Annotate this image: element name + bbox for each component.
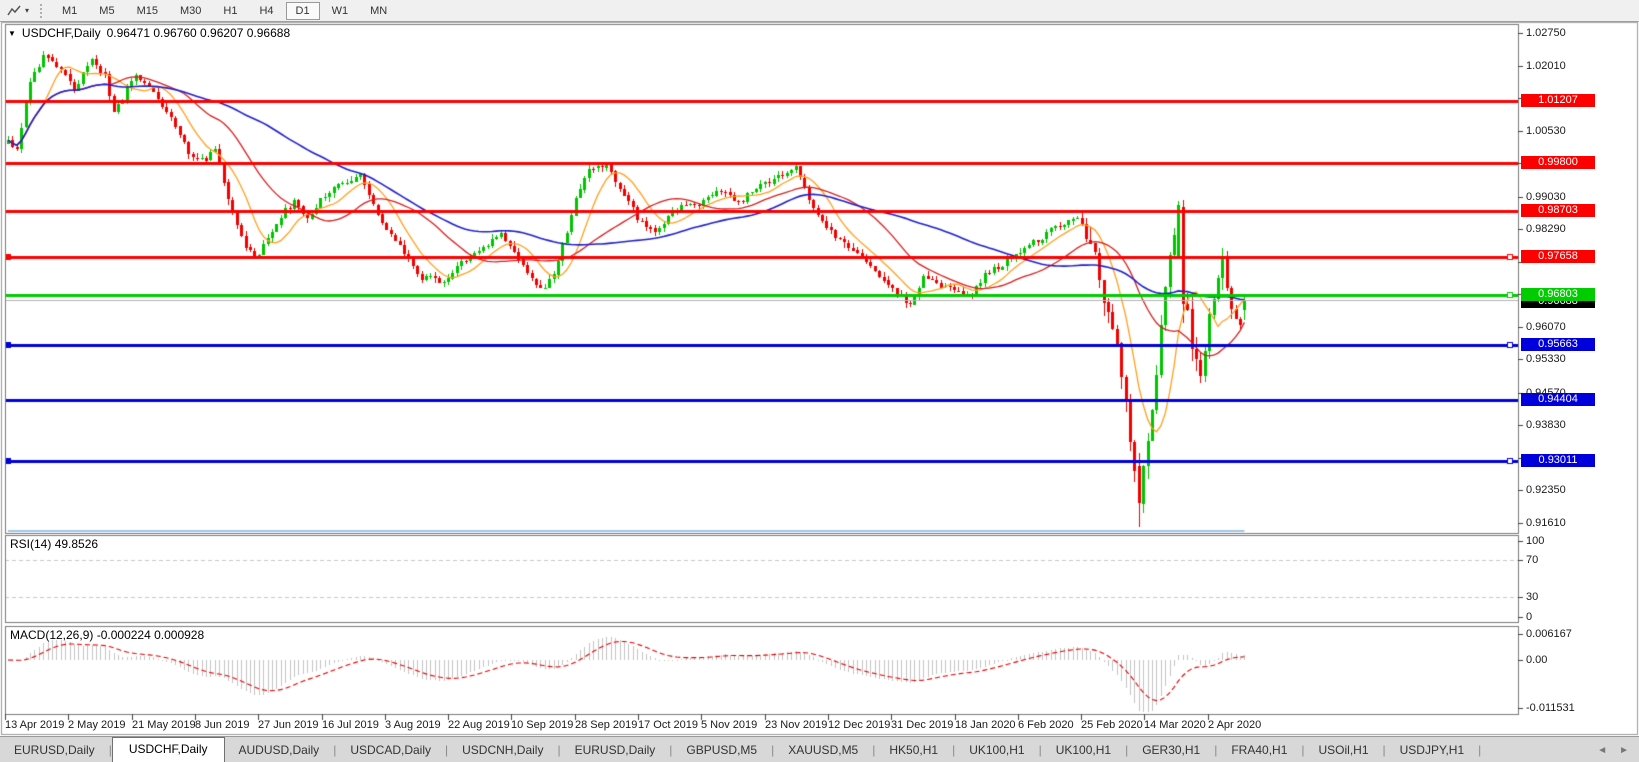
macd-label: MACD(12,26,9) <box>10 628 94 642</box>
macd-tick-label: 0.00 <box>1526 654 1548 666</box>
tab-eurusd-daily[interactable]: EURUSD,Daily <box>574 743 656 757</box>
tab-gbpusd-m5[interactable]: GBPUSD,M5 <box>686 743 758 757</box>
hline-price-tag-1.01207: 1.01207 <box>1521 94 1595 107</box>
tab-usoil-h1[interactable]: USOil,H1 <box>1318 743 1369 757</box>
macd-header: MACD(12,26,9) -0.000224 0.000928 <box>10 628 204 642</box>
date-label: 28 Sep 2019 <box>575 719 638 731</box>
tab-separator: | <box>669 743 673 757</box>
chart-ohlc-values: 0.96471 0.96760 0.96207 0.96688 <box>106 26 291 40</box>
tab-audusd-daily[interactable]: AUDUSD,Daily <box>238 743 320 757</box>
rsi-tick-label: 30 <box>1526 591 1539 603</box>
chart-title: ▼ USDCHF,Daily 0.96471 0.96760 0.96207 0… <box>8 26 290 40</box>
rsi-tick-label: 70 <box>1526 554 1539 566</box>
price-tick-label: 0.92350 <box>1526 484 1566 496</box>
tab-scroll-right-icon[interactable]: ► <box>1619 745 1629 756</box>
tab-scroll-left-icon[interactable]: ◄ <box>1597 745 1608 756</box>
macd-value: -0.000224 0.000928 <box>96 628 205 642</box>
date-label: 25 Feb 2020 <box>1081 719 1143 731</box>
rsi-tick-label: 0 <box>1526 611 1533 623</box>
tab-usdcad-daily[interactable]: USDCAD,Daily <box>350 743 431 757</box>
date-label: 10 Sep 2019 <box>511 719 574 731</box>
date-label: 3 Aug 2019 <box>385 719 441 731</box>
tab-separator: | <box>445 743 449 757</box>
price-tick-label: 0.98290 <box>1526 223 1566 235</box>
date-label: 17 Oct 2019 <box>638 719 698 731</box>
rsi-label: RSI(14) <box>10 537 52 551</box>
tab-separator: | <box>1125 743 1129 757</box>
price-tick-label: 1.02010 <box>1526 60 1566 72</box>
hline-price-tag-0.95663: 0.95663 <box>1521 338 1595 351</box>
date-label: 13 Apr 2019 <box>5 719 65 731</box>
tab-usdchf-daily[interactable]: USDCHF,Daily <box>111 737 225 762</box>
price-tick-label: 0.96070 <box>1526 321 1566 333</box>
tab-fra40-h1[interactable]: FRA40,H1 <box>1231 743 1288 757</box>
hline-price-tag-0.99800: 0.99800 <box>1521 156 1595 169</box>
macd-tick-label: 0.006167 <box>1526 628 1572 640</box>
tab-separator: | <box>1214 743 1218 757</box>
chart-menu-triangle-icon[interactable]: ▼ <box>8 28 16 38</box>
price-tick-label: 0.93830 <box>1526 419 1566 431</box>
tab-usdjpy-h1[interactable]: USDJPY,H1 <box>1399 743 1465 757</box>
date-label: 2 May 2019 <box>68 719 126 731</box>
hline-price-tag-0.96803: 0.96803 <box>1521 288 1595 301</box>
date-label: 14 Mar 2020 <box>1144 719 1206 731</box>
price-tick-label: 0.91610 <box>1526 517 1566 529</box>
tab-uk100-h1[interactable]: UK100,H1 <box>969 743 1025 757</box>
tab-separator: | <box>872 743 876 757</box>
tab-ger30-h1[interactable]: GER30,H1 <box>1142 743 1201 757</box>
date-label: 16 Jul 2019 <box>322 719 379 731</box>
price-tick-label: 1.00530 <box>1526 125 1566 137</box>
tab-separator: | <box>557 743 561 757</box>
macd-tick-label: -0.011531 <box>1526 702 1575 714</box>
hline-price-tag-0.98703: 0.98703 <box>1521 204 1595 217</box>
hline-price-tag-0.94404: 0.94404 <box>1521 393 1595 406</box>
date-label: 22 Aug 2019 <box>448 719 510 731</box>
date-label: 21 May 2019 <box>132 719 196 731</box>
date-label: 6 Feb 2020 <box>1018 719 1074 731</box>
price-tick-label: 1.02750 <box>1526 27 1566 39</box>
date-label: 23 Nov 2019 <box>765 719 828 731</box>
tab-hk50-h1[interactable]: HK50,H1 <box>889 743 939 757</box>
tab-xauusd-m5[interactable]: XAUUSD,M5 <box>788 743 859 757</box>
chart-tab-bar: EURUSD,Daily | USDCHF,Daily AUDUSD,Daily | US… <box>0 736 1639 762</box>
chart-symbol-label: USDCHF,Daily <box>21 26 101 40</box>
date-label: 31 Dec 2019 <box>891 719 954 731</box>
tab-separator: | <box>108 743 112 757</box>
tab-separator: | <box>771 743 775 757</box>
tab-separator: | <box>333 743 337 757</box>
date-label: 5 Nov 2019 <box>701 719 758 731</box>
rsi-header: RSI(14) 49.8526 <box>10 537 98 551</box>
rsi-value: 49.8526 <box>54 537 99 551</box>
rsi-tick-label: 100 <box>1526 535 1545 547</box>
tab-eurusd-daily[interactable]: EURUSD,Daily <box>14 743 95 757</box>
tab-separator: | <box>952 743 956 757</box>
tab-separator: | <box>1301 743 1305 757</box>
tab-usdcnh-daily[interactable]: USDCNH,Daily <box>462 743 544 757</box>
tab-separator: | <box>1478 743 1482 757</box>
tab-uk100-h1[interactable]: UK100,H1 <box>1055 743 1112 757</box>
date-label: 27 Jun 2019 <box>258 719 319 731</box>
tab-separator: | <box>1038 743 1042 757</box>
price-tick-label: 0.99030 <box>1526 191 1566 203</box>
date-label: 12 Dec 2019 <box>828 719 891 731</box>
hline-price-tag-0.97658: 0.97658 <box>1521 250 1595 263</box>
date-label: 18 Jan 2020 <box>955 719 1016 731</box>
tab-separator: | <box>1382 743 1386 757</box>
date-label: 8 Jun 2019 <box>195 719 250 731</box>
hline-price-tag-0.93011: 0.93011 <box>1521 454 1595 467</box>
date-label: 2 Apr 2020 <box>1208 719 1262 731</box>
price-tick-label: 0.95330 <box>1526 353 1566 365</box>
